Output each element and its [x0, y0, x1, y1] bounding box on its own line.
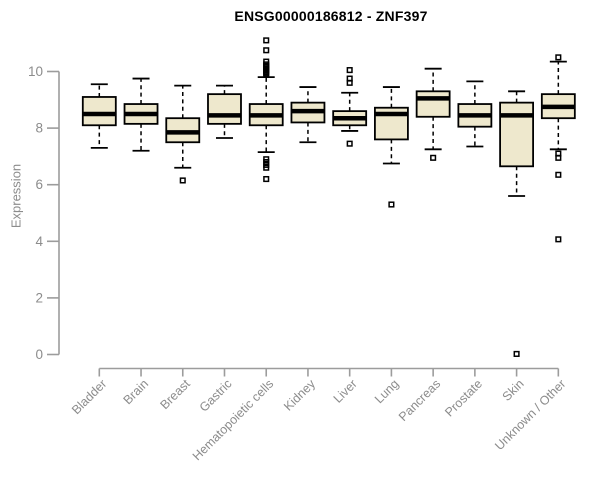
outlier-point: [388, 201, 395, 208]
boxplot-unknown-other: [540, 54, 576, 243]
outlier-point: [346, 67, 353, 74]
x-tick-label: Liver: [331, 377, 360, 406]
x-tick-label: Hematopoietic cells: [190, 377, 277, 464]
iqr-box: [207, 93, 242, 125]
x-tick-label: Kidney: [281, 376, 318, 413]
outlier-point: [346, 140, 353, 147]
boxplot-gastric: [207, 84, 242, 139]
outlier-point: [555, 236, 562, 243]
boxplot-lung: [374, 86, 409, 208]
iqr-box: [499, 101, 535, 168]
y-tick-label: 0: [35, 347, 43, 362]
outlier-point: [179, 177, 186, 184]
boxplot-brain: [123, 77, 159, 152]
outlier-point: [555, 154, 562, 161]
boxplot-kidney: [290, 86, 326, 144]
iqr-box: [81, 96, 117, 127]
boxplot-pancreas: [415, 67, 451, 161]
x-tick-label: Prostate: [442, 377, 485, 420]
y-tick-label: 8: [35, 121, 43, 136]
x-tick-label: Lung: [372, 377, 402, 407]
y-tick-label: 2: [35, 290, 43, 305]
boxplot-hematopoietic-cells: [248, 37, 284, 183]
x-tick-label: Bladder: [69, 377, 109, 417]
x-tick-label: Brain: [121, 377, 152, 408]
outlier-point: [263, 164, 270, 171]
x-tick-label: Unknown / Other: [492, 377, 568, 453]
outlier-point: [263, 47, 270, 54]
outlier-point: [513, 350, 520, 357]
outlier-point: [555, 171, 562, 178]
outlier-point: [430, 154, 437, 161]
boxplot-bladder: [81, 83, 117, 149]
outlier-point: [263, 37, 270, 44]
boxplot-skin: [499, 90, 535, 357]
x-tick-label: Breast: [157, 376, 193, 412]
outlier-point: [555, 54, 562, 61]
y-tick-label: 6: [35, 177, 43, 192]
y-tick-label: 10: [28, 64, 43, 79]
x-tick-label: Skin: [500, 377, 527, 404]
outlier-point: [263, 175, 270, 183]
boxplot-prostate: [457, 80, 493, 148]
boxplot-breast: [165, 84, 201, 184]
boxplot-liver: [332, 67, 368, 147]
x-tick-label: Gastric: [197, 377, 235, 415]
y-tick-label: 4: [35, 234, 43, 249]
iqr-box: [415, 90, 451, 118]
outlier-point: [346, 79, 353, 86]
chart-title: ENSG00000186812 - ZNF397: [234, 8, 428, 24]
x-tick-label: Pancreas: [396, 377, 443, 424]
outlier-point: [263, 71, 270, 78]
